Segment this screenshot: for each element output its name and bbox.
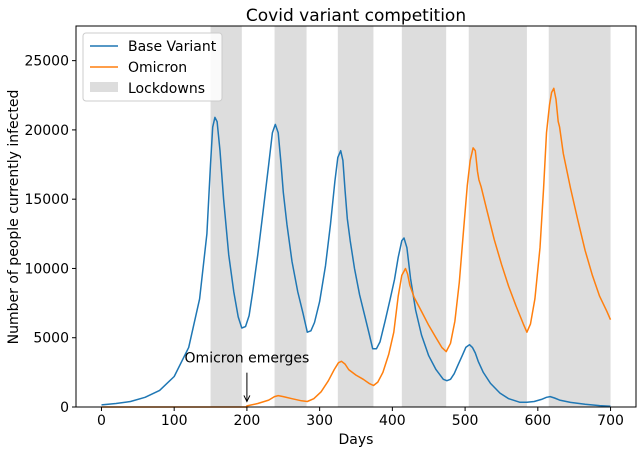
x-axis-ticks: 0 100 200 300 400 500 600 700 <box>97 407 624 429</box>
y-tick-label: 0 <box>60 400 69 416</box>
plot-frame <box>75 25 637 408</box>
series-line-base-variant <box>101 116 611 408</box>
y-tick-label: 15000 <box>24 192 69 208</box>
lockdown-band-2 <box>274 26 307 407</box>
x-tick-label: 600 <box>524 413 551 429</box>
x-tick-label: 200 <box>234 413 261 429</box>
annotation: Omicron emerges <box>185 351 310 403</box>
legend-label-lockdowns: Lockdowns <box>128 81 205 97</box>
lockdown-band-4 <box>401 26 447 407</box>
x-tick-label: 700 <box>597 413 624 429</box>
y-tick-label: 10000 <box>24 261 69 277</box>
annotation-text: Omicron emerges <box>185 351 310 367</box>
y-axis-ticks: 0 5000 10000 15000 20000 25000 <box>24 54 76 416</box>
x-tick-label: 300 <box>306 413 333 429</box>
legend-label-omicron: Omicron <box>128 60 187 76</box>
y-tick-label: 20000 <box>24 123 69 139</box>
lockdown-band-5 <box>468 26 527 407</box>
y-axis-label: Number of people currently infected <box>6 90 22 345</box>
y-tick-label: 5000 <box>33 331 69 347</box>
legend: Base Variant Omicron Lockdowns <box>82 32 223 102</box>
lockdown-band-3 <box>337 26 374 407</box>
y-tick-label: 25000 <box>24 54 69 70</box>
series-line-omicron <box>101 87 612 408</box>
x-tick-label: 500 <box>452 413 479 429</box>
legend-swatch-lockdowns <box>90 82 118 92</box>
x-axis-label: Days <box>339 432 374 448</box>
lockdown-band-6 <box>548 26 611 407</box>
lockdown-bands <box>210 26 611 407</box>
x-tick-label: 100 <box>161 413 188 429</box>
x-tick-label: 0 <box>97 413 106 429</box>
legend-label-base-variant: Base Variant <box>128 39 217 55</box>
annotation-arrow-head <box>243 395 251 403</box>
series-lines <box>101 87 612 408</box>
x-tick-label: 400 <box>379 413 406 429</box>
chart-title: Covid variant competition <box>246 6 466 26</box>
